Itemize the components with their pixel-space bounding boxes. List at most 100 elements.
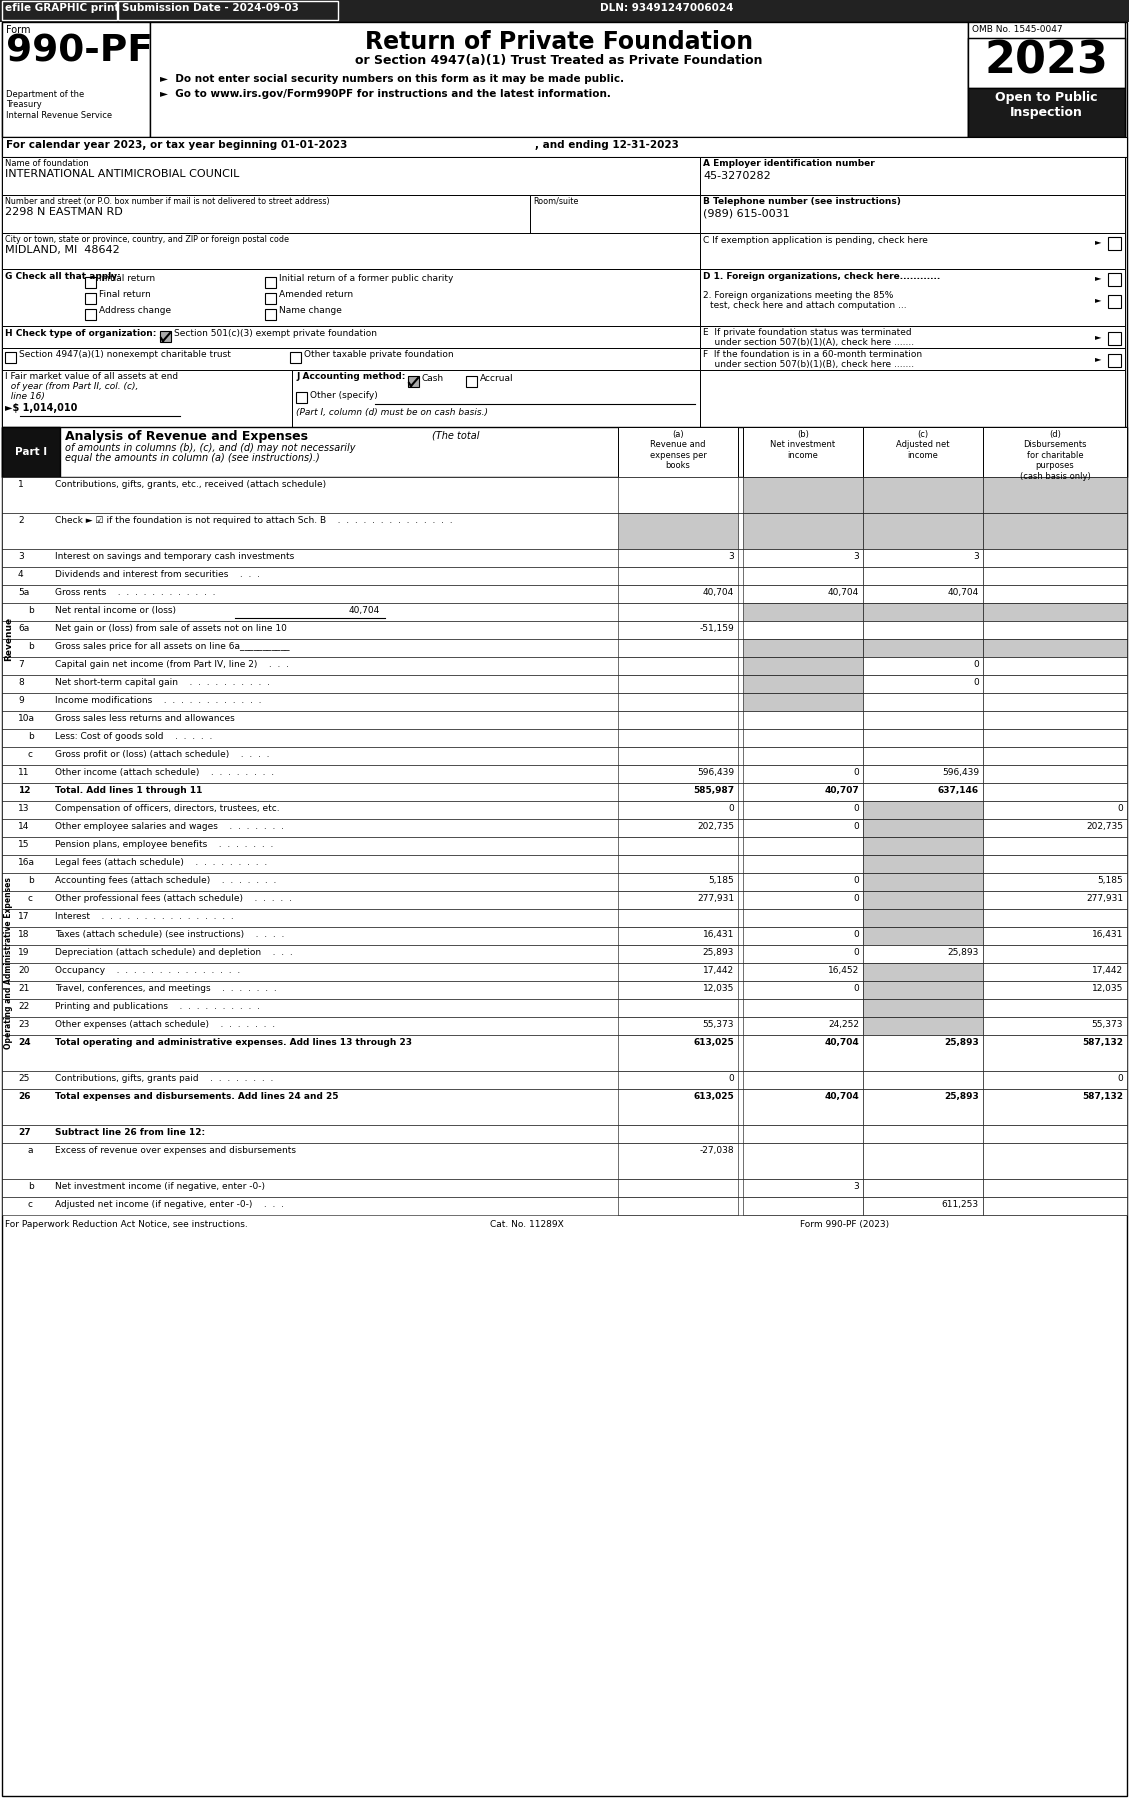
Bar	[408, 376, 419, 387]
Bar	[983, 476, 1127, 512]
Text: 55,373: 55,373	[1092, 1019, 1123, 1028]
Bar	[618, 1197, 738, 1215]
Bar	[2, 820, 1127, 838]
Text: D 1. Foreign organizations, check here............: D 1. Foreign organizations, check here..…	[703, 271, 940, 280]
Bar	[618, 548, 738, 566]
Bar	[863, 656, 983, 674]
Text: Net gain or (loss) from sale of assets not on line 10: Net gain or (loss) from sale of assets n…	[55, 624, 287, 633]
Bar	[2, 370, 292, 426]
Bar	[618, 638, 738, 656]
Bar	[2, 349, 700, 370]
Bar	[2, 1179, 1127, 1197]
Bar	[2, 512, 1127, 548]
Text: Subtract line 26 from line 12:: Subtract line 26 from line 12:	[55, 1127, 205, 1136]
Bar	[863, 910, 983, 928]
Bar	[265, 309, 275, 320]
Bar	[743, 584, 863, 602]
Text: ►  Do not enter social security numbers on this form as it may be made public.: ► Do not enter social security numbers o…	[160, 74, 624, 85]
Text: 11: 11	[18, 768, 29, 777]
Bar	[863, 1000, 983, 1018]
Text: 25: 25	[18, 1073, 29, 1082]
Bar	[743, 982, 863, 1000]
Bar	[2, 1197, 1127, 1215]
Bar	[983, 964, 1127, 982]
Bar	[983, 874, 1127, 892]
Bar	[85, 309, 96, 320]
Text: City or town, state or province, country, and ZIP or foreign postal code: City or town, state or province, country…	[5, 236, 289, 245]
Text: (c)
Adjusted net
income: (c) Adjusted net income	[896, 430, 949, 460]
Bar	[743, 1090, 863, 1126]
Bar	[863, 874, 983, 892]
Bar	[2, 1072, 1127, 1090]
Text: 40,707: 40,707	[824, 786, 859, 795]
Text: 19: 19	[18, 948, 29, 957]
Bar	[863, 584, 983, 602]
Text: Initial return of a former public charity: Initial return of a former public charit…	[279, 273, 454, 282]
Text: b: b	[28, 732, 34, 741]
Text: 3: 3	[18, 552, 24, 561]
Bar	[2, 838, 1127, 856]
Text: Amended return: Amended return	[279, 289, 353, 298]
Bar	[863, 838, 983, 856]
Bar	[743, 638, 863, 656]
Bar	[2, 874, 1127, 892]
Text: Address change: Address change	[99, 306, 172, 315]
Bar	[618, 674, 738, 692]
Bar	[618, 856, 738, 874]
Text: 277,931: 277,931	[1086, 894, 1123, 903]
Bar	[743, 1000, 863, 1018]
Text: Occupancy    .  .  .  .  .  .  .  .  .  .  .  .  .  .  .: Occupancy . . . . . . . . . . . . . . .	[55, 966, 240, 975]
Bar	[618, 964, 738, 982]
Text: Net rental income or (loss): Net rental income or (loss)	[55, 606, 176, 615]
Text: Contributions, gifts, grants, etc., received (attach schedule): Contributions, gifts, grants, etc., rece…	[55, 480, 326, 489]
Bar	[618, 602, 738, 620]
Bar	[983, 1144, 1127, 1179]
Bar	[743, 1036, 863, 1072]
Text: Accrual: Accrual	[480, 374, 514, 383]
Bar	[700, 270, 1124, 325]
Bar	[2, 270, 700, 325]
Text: 4: 4	[18, 570, 24, 579]
Bar	[743, 620, 863, 638]
Text: Section 501(c)(3) exempt private foundation: Section 501(c)(3) exempt private foundat…	[174, 329, 377, 338]
Text: Operating and Administrative Expenses: Operating and Administrative Expenses	[5, 877, 14, 1048]
Text: 40,704: 40,704	[947, 588, 979, 597]
Bar	[983, 1072, 1127, 1090]
Text: ►: ►	[1095, 295, 1102, 304]
Bar	[2, 620, 1127, 638]
Text: 17,442: 17,442	[1092, 966, 1123, 975]
Text: 3: 3	[728, 552, 734, 561]
Bar	[983, 584, 1127, 602]
Text: 17,442: 17,442	[703, 966, 734, 975]
Text: 16,431: 16,431	[1092, 930, 1123, 939]
Text: 14: 14	[18, 822, 29, 831]
Text: 40,704: 40,704	[702, 588, 734, 597]
Bar	[2, 782, 1127, 800]
Bar	[743, 964, 863, 982]
Text: 17: 17	[18, 912, 29, 921]
Bar	[863, 638, 983, 656]
Bar	[2, 1000, 1127, 1018]
Text: Submission Date - 2024-09-03: Submission Date - 2024-09-03	[122, 4, 299, 13]
Bar	[743, 1126, 863, 1144]
Bar	[292, 370, 700, 426]
Text: of amounts in columns (b), (c), and (d) may not necessarily: of amounts in columns (b), (c), and (d) …	[65, 442, 356, 453]
Bar	[265, 293, 275, 304]
Text: OMB No. 1545-0047: OMB No. 1545-0047	[972, 25, 1062, 34]
Text: 23: 23	[18, 1019, 29, 1028]
Text: H Check type of organization:: H Check type of organization:	[5, 329, 157, 338]
Bar	[618, 1018, 738, 1036]
Bar	[983, 426, 1127, 476]
Bar	[743, 1179, 863, 1197]
Text: 16,431: 16,431	[702, 930, 734, 939]
Bar	[863, 620, 983, 638]
Text: Other (specify): Other (specify)	[310, 390, 378, 399]
Text: 16a: 16a	[18, 858, 35, 867]
Bar	[2, 638, 1127, 656]
Bar	[743, 656, 863, 674]
Text: efile GRAPHIC print: efile GRAPHIC print	[5, 4, 120, 13]
Bar	[2, 476, 1127, 512]
Bar	[983, 656, 1127, 674]
Text: 0: 0	[854, 894, 859, 903]
Text: Contributions, gifts, grants paid    .  .  .  .  .  .  .  .: Contributions, gifts, grants paid . . . …	[55, 1073, 273, 1082]
